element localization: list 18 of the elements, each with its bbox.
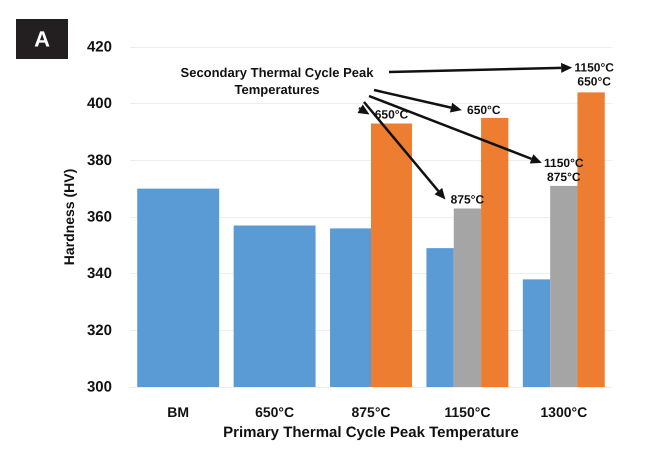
y-tick-label: 300	[86, 378, 112, 396]
y-tick-label: 420	[86, 38, 112, 56]
text: A	[34, 26, 50, 52]
annotation: Secondary Thermal Cycle Peak Temperatures	[180, 65, 374, 97]
x-tick-label: 1150°C	[444, 404, 490, 420]
y-tick-label: 360	[86, 208, 112, 226]
annotation: 650°C	[467, 103, 501, 118]
y-tick-label: 320	[86, 322, 112, 339]
y-tick-label: 380	[86, 152, 112, 169]
y-tick-label: 400	[86, 95, 112, 112]
y-tick-label: 340	[86, 265, 112, 282]
x-tick-label: BM	[167, 404, 190, 420]
x-tick-label: 875°C	[351, 404, 391, 420]
x-tick-label: 1300°C	[540, 404, 588, 420]
x-axis-title: Primary Thermal Cycle Peak Temperature	[223, 424, 519, 441]
y-axis-title: Hardness (HV)	[61, 168, 78, 266]
annotation: 1150°C 650°C	[574, 60, 614, 89]
x-tick-label: 650°C	[255, 404, 294, 420]
